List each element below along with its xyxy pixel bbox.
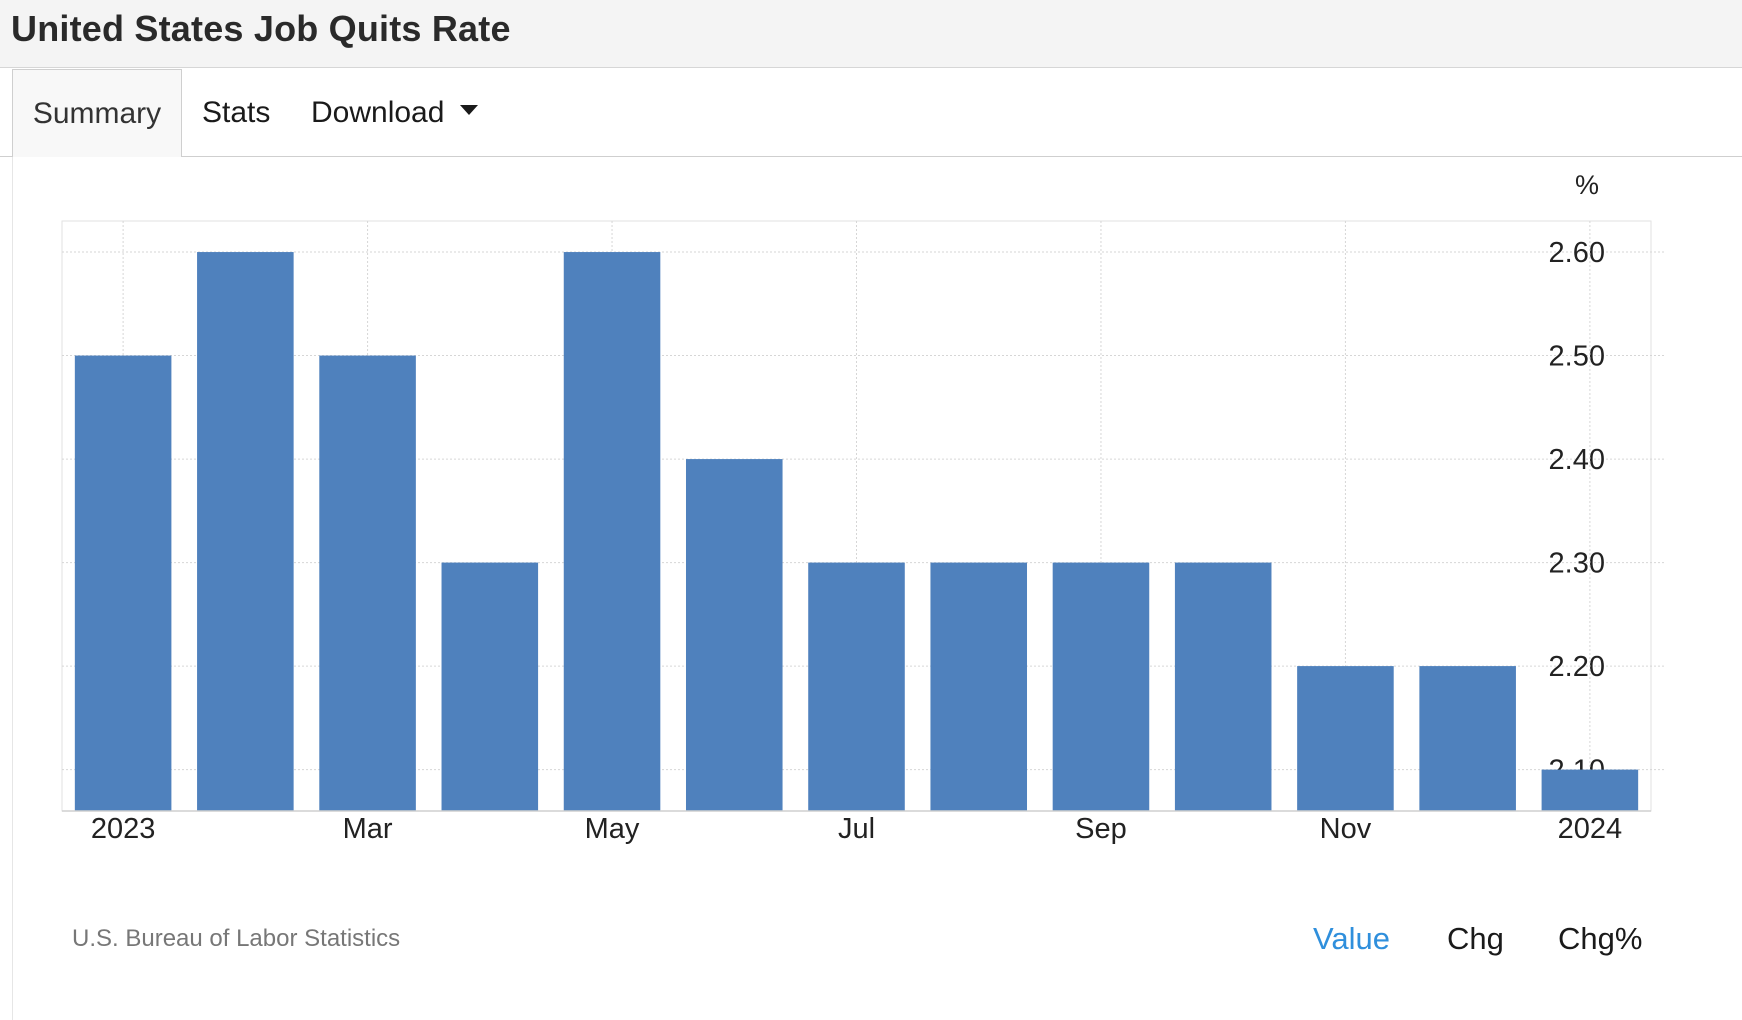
caret-down-icon	[460, 105, 479, 116]
page-title: United States Job Quits Rate	[11, 8, 511, 49]
tab-download[interactable]: Download	[311, 69, 479, 157]
tab-stats[interactable]: Stats	[202, 96, 271, 129]
bar	[1541, 769, 1639, 811]
tab-download-label: Download	[311, 96, 445, 129]
bar	[319, 355, 416, 811]
title-bar: United States Job Quits Rate	[0, 0, 1742, 68]
tab-summary[interactable]: Summary	[12, 69, 182, 157]
bar	[441, 562, 539, 811]
x-tick-label: Jul	[838, 813, 875, 845]
bar	[1297, 666, 1394, 811]
value-toggle[interactable]: Value	[1313, 921, 1390, 956]
source-label: U.S. Bureau of Labor Statistics	[72, 925, 401, 952]
bar	[685, 459, 783, 811]
y-tick-label: 2.30	[1549, 548, 1605, 580]
change-percent-toggle[interactable]: Chg%	[1558, 921, 1643, 956]
tab-bar: Summary Stats Download	[0, 69, 1742, 157]
change-toggle[interactable]: Chg	[1447, 921, 1504, 956]
x-tick-label: Mar	[343, 813, 393, 845]
bar	[1174, 562, 1272, 811]
x-tick-label: 2024	[1558, 813, 1623, 845]
bar	[74, 355, 172, 811]
x-tick-label: 2023	[91, 813, 156, 845]
chart-panel: 2.102.202.302.402.502.60%2023MarMayJulSe…	[12, 157, 1742, 1020]
x-tick-label: Nov	[1320, 813, 1372, 845]
x-tick-label: Sep	[1075, 813, 1127, 845]
bar	[563, 252, 661, 812]
y-tick-label: 2.60	[1549, 237, 1605, 269]
y-tick-label: 2.50	[1549, 341, 1605, 373]
bar	[1419, 666, 1516, 811]
bar-chart: 2.102.202.302.402.502.60%2023MarMayJulSe…	[61, 170, 1665, 845]
x-tick-label: May	[585, 813, 640, 845]
bar	[197, 252, 294, 812]
y-tick-label: 2.20	[1549, 651, 1605, 683]
y-unit-label: %	[1575, 170, 1599, 200]
y-tick-label: 2.40	[1549, 444, 1605, 476]
bar	[1052, 562, 1150, 811]
bar	[808, 562, 905, 811]
bar	[930, 562, 1028, 811]
